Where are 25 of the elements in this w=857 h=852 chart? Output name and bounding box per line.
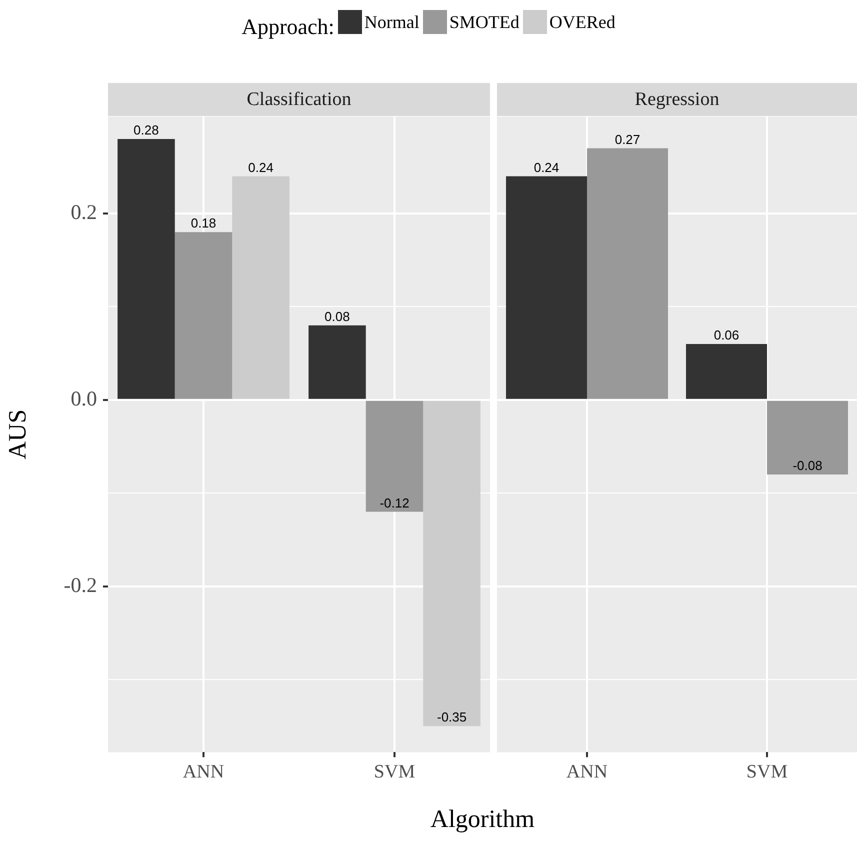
- data-label: -0.12: [380, 496, 410, 511]
- y-axis-title: AUS: [4, 410, 32, 460]
- chart-title: Regression: [497, 83, 857, 116]
- data-label: 0.24: [248, 160, 274, 176]
- legend-label: Normal: [364, 12, 420, 32]
- chart-title: Classification: [108, 83, 490, 116]
- x-tick-label: SVM: [374, 762, 416, 783]
- y-tick-label: -0.2: [64, 573, 97, 598]
- data-label: 0.24: [534, 160, 560, 176]
- data-label: 0.18: [190, 216, 216, 232]
- x-tick-label: ANN: [566, 762, 608, 783]
- x-tick-label: ANN: [182, 762, 224, 783]
- data-label: 0.08: [324, 309, 350, 324]
- data-label: 0.06: [714, 328, 740, 343]
- data-label: 0.27: [614, 132, 640, 148]
- legend-label: OVERed: [549, 12, 616, 32]
- data-label: -0.08: [792, 458, 822, 474]
- data-label: -0.35: [436, 710, 467, 726]
- y-tick-label: 0.2: [70, 200, 97, 224]
- x-tick-label: SVM: [746, 762, 788, 783]
- legend-title: Approach:: [242, 14, 334, 39]
- x-axis-title: Algorithm: [429, 806, 536, 834]
- legend-label: SMOTEd: [449, 12, 520, 32]
- data-label: 0.28: [134, 122, 159, 138]
- y-tick-label: 0.0: [70, 386, 97, 411]
